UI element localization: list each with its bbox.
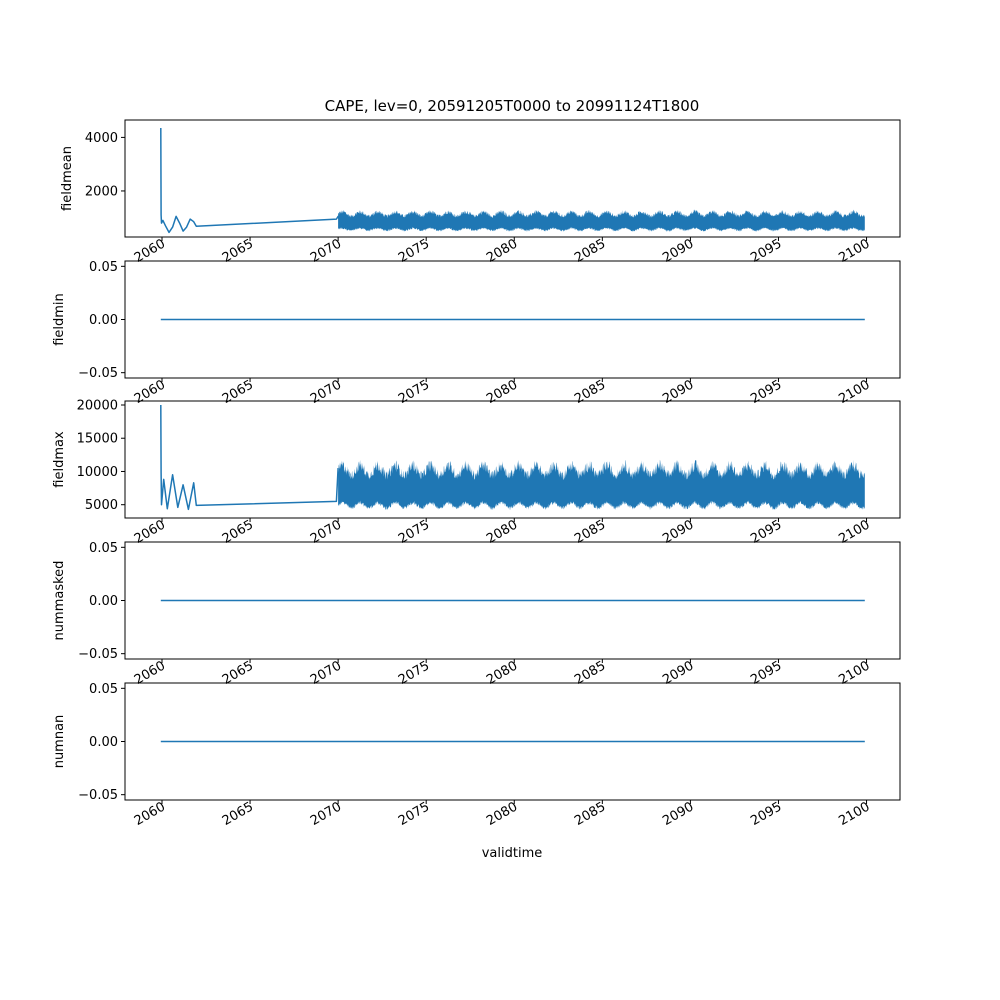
x-tick-label: 2060: [132, 236, 168, 266]
plot-area-fieldmean: [160, 127, 865, 234]
x-tick-label: 2060: [132, 658, 168, 688]
x-tick-label: 2075: [396, 236, 432, 266]
y-tick-label: 0.00: [89, 735, 118, 750]
x-tick-label: 2070: [308, 658, 344, 688]
x-axis-label: validtime: [482, 846, 543, 861]
subplot-fieldmean: 4000 2000 fieldmean 2060 2065 2070 2075 2080 208…: [60, 119, 901, 266]
x-tick-label: 2065: [220, 517, 256, 547]
x-tick-label: 2080: [484, 517, 520, 547]
y-tick-label: 5000: [85, 498, 118, 513]
y-axis-label-fieldmin: fieldmin: [52, 293, 67, 346]
y-tick-label: 0.00: [89, 594, 118, 609]
x-tick-label: 2070: [308, 799, 344, 829]
y-tick-label: 0.05: [89, 682, 118, 697]
subplot-fieldmax: 20000 15000 10000 5000 fieldmax 2060 2065 2070 2…: [52, 398, 901, 547]
axes-frame-fieldmax: [124, 400, 901, 519]
x-tick-label: 2090: [660, 236, 696, 266]
x-tick-label: 2070: [308, 517, 344, 547]
x-tick-label: 2080: [484, 377, 520, 407]
x-tick-label: 2075: [396, 517, 432, 547]
x-tick-label: 2065: [220, 236, 256, 266]
x-tick-label: 2065: [220, 658, 256, 688]
x-tick-label: 2090: [660, 799, 696, 829]
x-tick-label: 2100: [836, 517, 872, 547]
subplots: 4000 2000 fieldmean 2060 2065 2070 2075 2080 208…: [52, 119, 901, 829]
subplot-fieldmin: 0.05 0.00 −0.05 fieldmin 2060 2065 2070 2075 208…: [52, 260, 901, 407]
x-tick-label: 2085: [572, 517, 608, 547]
x-tick-label: 2065: [220, 799, 256, 829]
x-tick-label: 2060: [132, 377, 168, 407]
x-tick-label: 2095: [748, 517, 784, 547]
x-tick-label: 2060: [132, 517, 168, 547]
y-tick-label: 10000: [77, 465, 118, 480]
x-tick-label: 2090: [660, 517, 696, 547]
axes-frame-fieldmean: [124, 119, 901, 238]
x-tick-label: 2095: [748, 799, 784, 829]
x-tick-label: 2075: [396, 799, 432, 829]
plot-area-fieldmax: [160, 404, 865, 511]
subplot-numnan: 0.05 0.00 −0.05 numnan 2060 2065 2070 2075 2080 2…: [52, 682, 901, 829]
x-tick-label: 2085: [572, 377, 608, 407]
y-tick-label: 0.05: [89, 541, 118, 556]
x-tick-label: 2095: [748, 236, 784, 266]
x-tick-label: 2085: [572, 658, 608, 688]
x-tick-label: 2090: [660, 377, 696, 407]
series-line-fieldmax: [160, 404, 339, 511]
y-tick-label: −0.05: [78, 366, 118, 381]
series-line-fieldmean: [160, 127, 348, 234]
x-tick-label: 2100: [836, 377, 872, 407]
x-tick-label: 2080: [484, 658, 520, 688]
y-tick-label: 0.00: [89, 313, 118, 328]
y-tick-label: 4000: [85, 131, 118, 146]
y-tick-label: −0.05: [78, 647, 118, 662]
series-band-fieldmax: [338, 459, 865, 510]
y-axis-label-fieldmax: fieldmax: [52, 431, 67, 488]
x-tick-label: 2100: [836, 658, 872, 688]
x-tick-label: 2085: [572, 799, 608, 829]
x-tick-label: 2075: [396, 658, 432, 688]
x-tick-label: 2075: [396, 377, 432, 407]
y-tick-label: 20000: [77, 398, 118, 413]
subplot-nummasked: 0.05 0.00 −0.05 nummasked 2060 2065 2070 2075 20…: [52, 541, 901, 688]
x-tick-label: 2080: [484, 799, 520, 829]
x-tick-label: 2080: [484, 236, 520, 266]
y-tick-label: −0.05: [78, 788, 118, 803]
x-tick-label: 2085: [572, 236, 608, 266]
x-tick-label: 2095: [748, 658, 784, 688]
y-tick-label: 0.05: [89, 260, 118, 275]
x-tick-label: 2070: [308, 377, 344, 407]
y-tick-label: 2000: [85, 184, 118, 199]
x-tick-label: 2065: [220, 377, 256, 407]
x-tick-label: 2090: [660, 658, 696, 688]
series-band-fieldmean: [338, 209, 865, 232]
x-tick-label: 2095: [748, 377, 784, 407]
y-axis-label-fieldmean: fieldmean: [60, 146, 75, 211]
y-axis-label-numnan: numnan: [52, 715, 67, 769]
x-tick-label: 2100: [836, 236, 872, 266]
x-tick-label: 2100: [836, 799, 872, 829]
x-tick-label: 2060: [132, 799, 168, 829]
y-tick-label: 15000: [77, 432, 118, 447]
chart-title: CAPE, lev=0, 20591205T0000 to 20991124T1…: [325, 97, 700, 115]
x-tick-label: 2070: [308, 236, 344, 266]
y-axis-label-nummasked: nummasked: [52, 561, 67, 641]
